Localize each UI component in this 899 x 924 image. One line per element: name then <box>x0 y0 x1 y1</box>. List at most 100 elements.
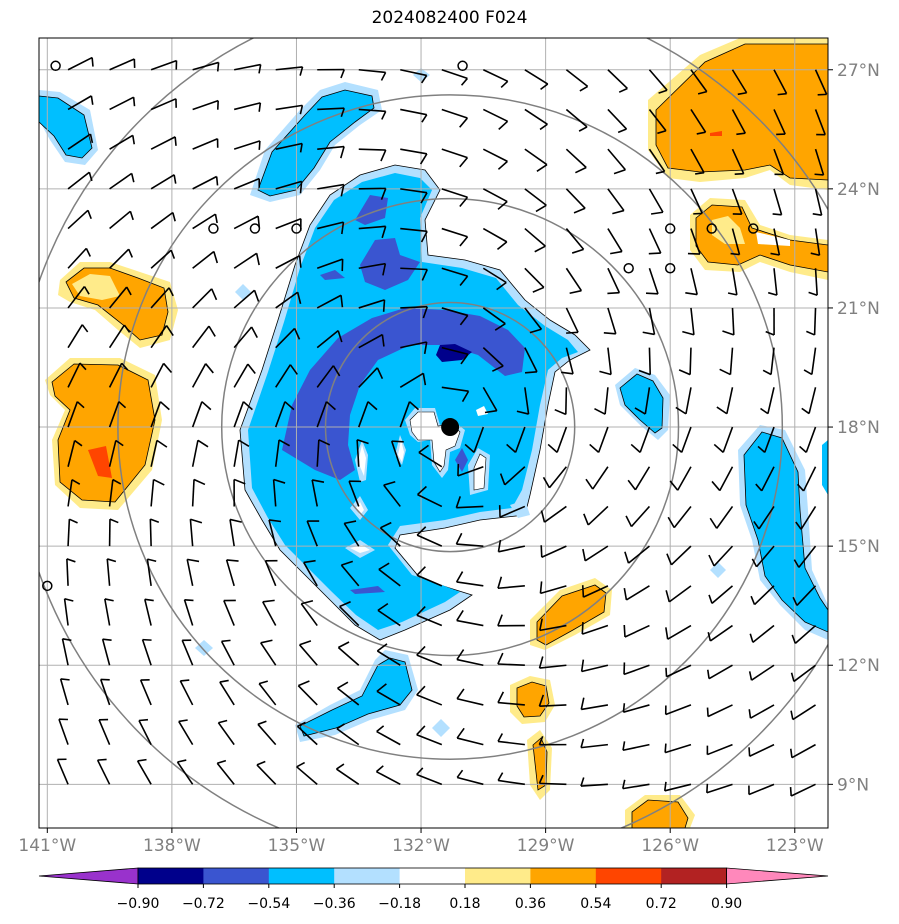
wind-barb-shaft <box>456 543 484 547</box>
calm-wind-circle <box>50 60 61 72</box>
wind-barb-shaft <box>275 66 303 71</box>
wind-barb-shaft <box>316 401 328 428</box>
wind-barb-shaft <box>497 663 525 667</box>
wind-barb-flag <box>273 478 286 484</box>
wind-barb-shaft <box>418 451 443 468</box>
wind-barb-shaft <box>108 440 117 467</box>
wind-barb-shaft <box>773 109 786 135</box>
wind-barb-flag <box>706 707 709 717</box>
wind-barb-flag <box>612 209 625 215</box>
colorbar-label: −0.90 <box>117 896 160 912</box>
wind-barb-shaft <box>150 174 175 190</box>
wind-barb-shaft <box>811 347 817 375</box>
wind-barb-shaft <box>764 426 775 453</box>
wind-barb-shaft <box>192 213 216 230</box>
wind-barb-shaft <box>441 108 468 119</box>
wind-barb-flag <box>610 250 623 255</box>
wind-barb-shaft <box>805 426 817 453</box>
wind-barb-shaft <box>565 188 586 209</box>
wind-barb-flag <box>711 480 721 492</box>
wind-barb-flag <box>580 659 585 672</box>
wind-barb-shaft <box>178 721 194 746</box>
wind-barb-flag <box>730 252 740 256</box>
wind-barb-flag <box>298 255 302 268</box>
wind-barb-flag <box>416 725 426 736</box>
wind-barb-shaft <box>581 664 609 673</box>
wind-barb-flag <box>97 758 107 761</box>
wind-barb-flag <box>459 275 469 287</box>
wind-barb-shaft <box>582 624 609 635</box>
wind-barb-flag <box>341 560 354 566</box>
wind-barb-shaft <box>358 108 386 113</box>
calm-wind-circle <box>664 263 676 274</box>
wind-barb-shaft <box>441 188 468 198</box>
wind-barb-flag <box>569 289 582 295</box>
wind-barb-flag <box>456 610 464 622</box>
wind-barb-flag <box>299 143 303 153</box>
longitude-label: 126°W <box>641 836 699 856</box>
wind-barb-shaft <box>108 286 128 309</box>
wind-barb-flag <box>375 765 384 773</box>
calm-wind-circle <box>706 223 717 234</box>
wind-barb-flag <box>123 324 131 333</box>
wind-barb-shaft <box>685 387 692 415</box>
wind-barb-flag <box>535 204 547 213</box>
wind-barb-shaft <box>358 367 378 388</box>
wind-barb-flag <box>137 758 147 762</box>
wind-barb-flag <box>494 323 506 331</box>
wind-barb-shaft <box>690 188 703 214</box>
wind-barb-flag <box>765 330 775 336</box>
wind-barb-flag <box>213 251 219 264</box>
wind-barb-flag <box>791 634 797 644</box>
wind-barb-shaft <box>150 363 165 388</box>
wind-barb-flag <box>682 330 695 336</box>
wind-barb-shaft <box>379 527 401 547</box>
wind-barb-flag <box>208 325 216 337</box>
wind-barb-shaft <box>400 227 428 233</box>
wind-barb-shaft <box>303 562 318 587</box>
wind-barb-flag <box>380 188 387 200</box>
colorbar-label: 0.36 <box>515 896 546 912</box>
wind-barb-shaft <box>149 519 152 547</box>
wind-barb-shaft <box>192 325 210 349</box>
wind-barb-shaft <box>316 439 320 467</box>
wind-barb-shaft <box>358 299 385 309</box>
wind-barb-flag <box>64 597 74 602</box>
wind-barb-flag <box>561 371 574 375</box>
calm-wind-circle <box>623 263 634 274</box>
wind-barb-shaft <box>750 704 775 719</box>
wind-barb-shaft <box>223 600 235 626</box>
wind-barb-flag <box>190 518 203 524</box>
wind-barb-flag <box>499 473 506 486</box>
wind-barb-shaft <box>139 679 152 706</box>
wind-barb-shaft <box>348 480 360 507</box>
wind-barb-flag <box>170 249 176 259</box>
wind-barb-shaft <box>664 783 692 792</box>
wind-barb-flag <box>663 781 667 791</box>
wind-barb-flag <box>340 107 345 117</box>
wind-barb-flag <box>793 559 800 568</box>
wind-barb-flag <box>367 401 378 411</box>
wind-barb-flag <box>257 720 267 726</box>
wind-barb-shaft <box>316 365 334 388</box>
wind-barb-flag <box>497 160 508 170</box>
wind-barb-flag <box>538 735 544 745</box>
wind-barb-shaft <box>339 605 360 627</box>
wind-barb-flag <box>336 723 345 730</box>
wind-barb-shaft <box>722 426 734 453</box>
wind-barb-shaft <box>150 249 172 269</box>
wind-barb-flag <box>81 324 89 333</box>
wind-barb-shaft <box>482 69 509 83</box>
wind-barb-shaft <box>109 172 133 190</box>
longitude-label: 141°W <box>18 836 76 856</box>
wind-barb-shaft <box>306 520 318 547</box>
wind-barb-flag <box>284 401 295 411</box>
wind-barb-flag <box>177 759 187 763</box>
wind-barb-flag <box>376 683 387 692</box>
wind-barb-flag <box>461 390 470 403</box>
wind-barb-shaft <box>482 148 508 163</box>
wind-barb-flag <box>456 649 465 661</box>
wind-barb-shaft <box>150 59 177 71</box>
wind-barb-flag <box>303 559 316 564</box>
wind-barb-flag <box>74 439 83 447</box>
